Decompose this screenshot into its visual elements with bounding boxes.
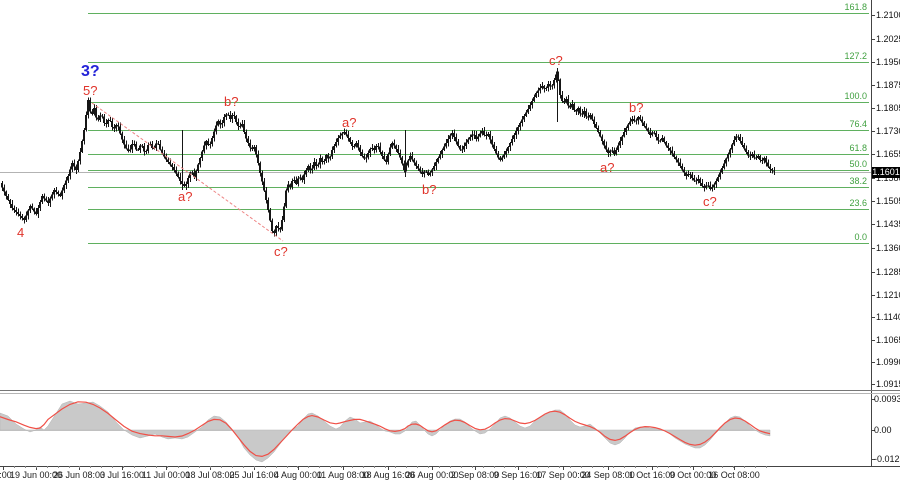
- fib-retracement-lines[interactable]: [88, 13, 869, 244]
- wave-label-a[interactable]: a?: [178, 189, 193, 204]
- time-axis-label: 11 Aug 08:00: [316, 470, 370, 480]
- fib-label-127.2[interactable]: 127.2: [844, 51, 867, 61]
- oscillator-axis-label: -0.01236: [874, 454, 900, 464]
- wave-label-5[interactable]: 5?: [83, 83, 98, 98]
- time-axis-label: 2 Sep 08:00: [450, 470, 500, 480]
- time-axis-label: 4 Aug 00:00: [273, 470, 323, 480]
- time-axis-label: 25 Jul 16:00: [229, 470, 279, 480]
- price-axis-label: 1.1655: [876, 149, 900, 159]
- wave-label-b[interactable]: b?: [422, 182, 437, 197]
- oscillator-axis-label: 0.00: [874, 425, 892, 435]
- oscillator-series: [0, 400, 771, 463]
- fib-label-0.0[interactable]: 0.0: [854, 232, 867, 242]
- time-axis-label: 16 Oct 08:00: [708, 470, 760, 480]
- price-axis-label: 1.1730: [876, 126, 900, 136]
- price-axis-label: 1.1065: [876, 335, 900, 345]
- candles: [1, 68, 775, 237]
- price-axis-label: 1.1360: [876, 243, 900, 253]
- time-axis-label: 26 Jun 08:00: [52, 470, 106, 480]
- wave-label-4[interactable]: 4: [17, 225, 25, 240]
- price-axis-label: 1.1950: [876, 57, 900, 67]
- fib-label-100.0[interactable]: 100.0: [844, 91, 867, 101]
- oscillator-axis-label: 0.00935: [874, 394, 900, 404]
- time-axis-label: 11 Jul 00:00: [141, 470, 191, 480]
- wave-label-b[interactable]: b?: [629, 100, 644, 115]
- time-axis-label: 17 Sep 00:00: [536, 470, 590, 480]
- price-axis-label: 1.1210: [876, 290, 900, 300]
- price-axis-label: 1.0990: [876, 357, 900, 367]
- wave-label-b[interactable]: b?: [224, 94, 239, 109]
- time-axis-label: 9 Sep 16:00: [493, 470, 543, 480]
- wave-label-3[interactable]: 3?: [81, 63, 100, 80]
- time-axis-label: 24 Sep 08:00: [581, 470, 635, 480]
- dashed-trendline[interactable]: [91, 102, 284, 242]
- time-axis-label: 26 Aug 00:00: [405, 470, 459, 480]
- wave-label-c[interactable]: c?: [549, 53, 563, 68]
- price-axis-label: 1.1505: [876, 196, 900, 206]
- time-axis-label: 18 Jul 08:00: [185, 470, 235, 480]
- price-axis-label: 1.1580: [876, 173, 900, 183]
- wave-label-c[interactable]: c?: [703, 194, 717, 209]
- current-price-badge: 1.1601: [872, 167, 900, 178]
- time-axis-label: 3 Jul 16:00: [99, 470, 145, 480]
- time-axis-label: 9 Oct 00:00: [669, 470, 717, 480]
- price-axis-label: 1.1435: [876, 219, 900, 229]
- axes-frame: [0, 0, 900, 470]
- fib-label-23.6[interactable]: 23.6: [849, 198, 867, 208]
- wave-label-a[interactable]: a?: [600, 160, 615, 175]
- fib-label-161.8[interactable]: 161.8: [844, 2, 867, 12]
- time-axis-label: 6:00: [0, 470, 12, 480]
- fib-label-50.0[interactable]: 50.0: [849, 159, 867, 169]
- price-axis-label: 1.1875: [876, 80, 900, 90]
- time-axis-label: 1 Oct 16:00: [628, 470, 676, 480]
- fib-label-38.2[interactable]: 38.2: [849, 176, 867, 186]
- price-axis-label: 1.2025: [876, 34, 900, 44]
- fib-label-76.4[interactable]: 76.4: [849, 119, 867, 129]
- price-axis-label: 1.1285: [876, 267, 900, 277]
- price-axis-label: 1.1805: [876, 103, 900, 113]
- time-axis-label: 19 Jun 00:00: [9, 470, 63, 480]
- price-axis-label: 1.1140: [876, 312, 900, 322]
- wave-label-a[interactable]: a?: [342, 115, 357, 130]
- price-axis-label: 1.0915: [876, 379, 900, 389]
- time-axis-label: 18 Aug 16:00: [361, 470, 415, 480]
- wave-label-c[interactable]: c?: [274, 244, 288, 259]
- fib-label-61.8[interactable]: 61.8: [849, 143, 867, 153]
